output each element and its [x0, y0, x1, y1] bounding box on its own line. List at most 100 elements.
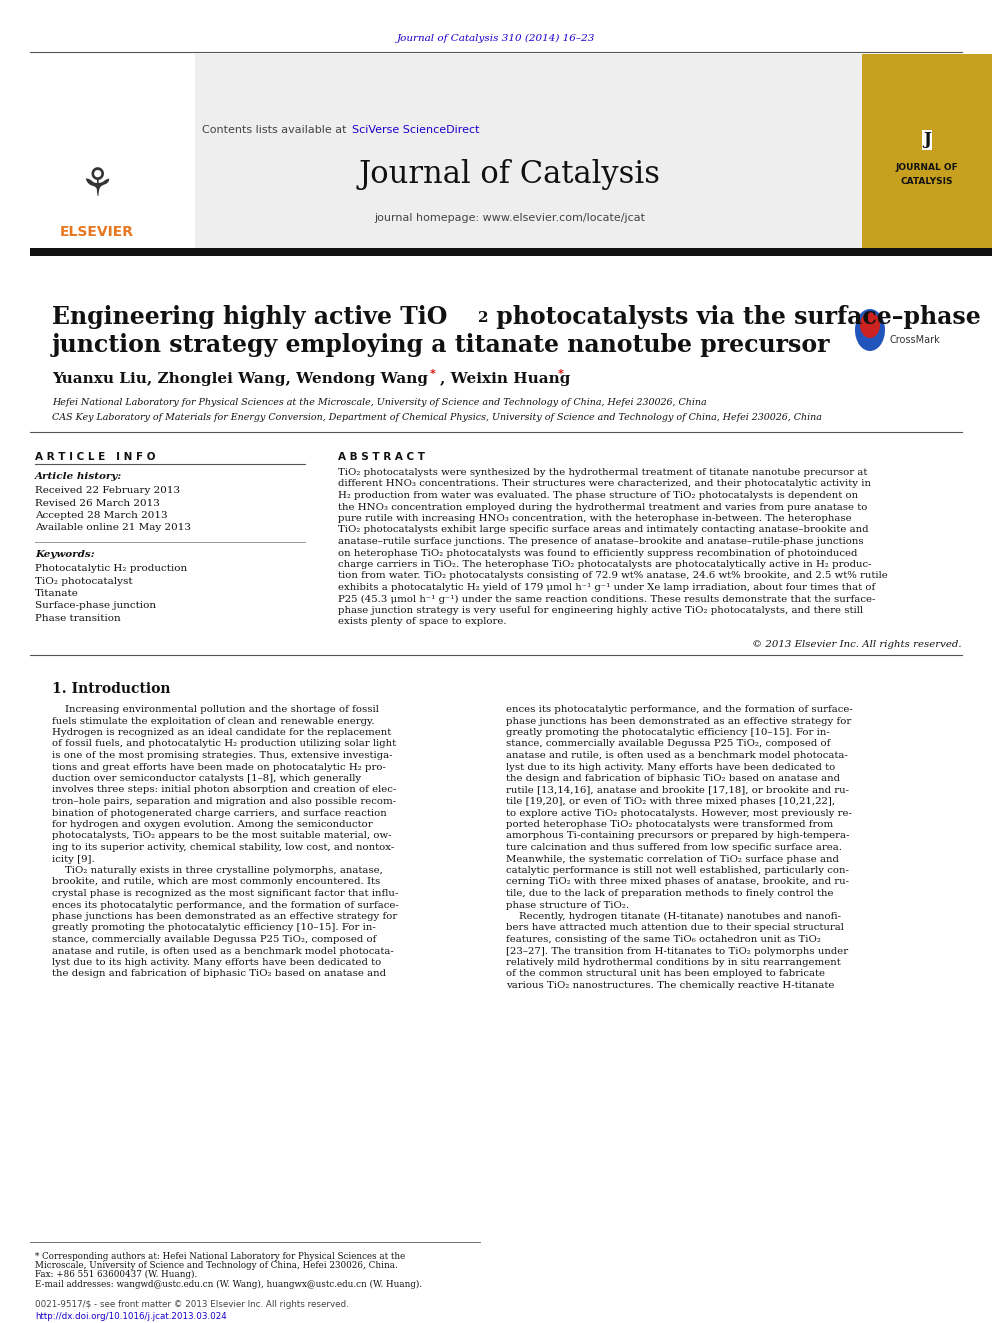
Text: Meanwhile, the systematic correlation of TiO₂ surface phase and: Meanwhile, the systematic correlation of…: [506, 855, 839, 864]
Text: photocatalysts via the surface–phase: photocatalysts via the surface–phase: [488, 306, 981, 329]
Text: Hydrogen is recognized as an ideal candidate for the replacement: Hydrogen is recognized as an ideal candi…: [52, 728, 391, 737]
Text: E-mail addresses: wangwd@ustc.edu.cn (W. Wang), huangwx@ustc.edu.cn (W. Huang).: E-mail addresses: wangwd@ustc.edu.cn (W.…: [35, 1279, 423, 1289]
Text: greatly promoting the photocatalytic efficiency [10–15]. For in-: greatly promoting the photocatalytic eff…: [52, 923, 376, 933]
Text: for hydrogen and oxygen evolution. Among the semiconductor: for hydrogen and oxygen evolution. Among…: [52, 820, 373, 830]
Text: amorphous Ti-containing precursors or prepared by high-tempera-: amorphous Ti-containing precursors or pr…: [506, 831, 849, 840]
Text: of the common structural unit has been employed to fabricate: of the common structural unit has been e…: [506, 970, 825, 979]
Text: Fax: +86 551 63600437 (W. Huang).: Fax: +86 551 63600437 (W. Huang).: [35, 1270, 197, 1279]
Text: catalytic performance is still not well established, particularly con-: catalytic performance is still not well …: [506, 867, 849, 875]
Text: cerning TiO₂ with three mixed phases of anatase, brookite, and ru-: cerning TiO₂ with three mixed phases of …: [506, 877, 849, 886]
Text: [23–27]. The transition from H-titanates to TiO₂ polymorphs under: [23–27]. The transition from H-titanates…: [506, 946, 848, 955]
Text: Phase transition: Phase transition: [35, 614, 121, 623]
Text: ⚘: ⚘: [79, 165, 114, 204]
Text: junction strategy employing a titanate nanotube precursor: junction strategy employing a titanate n…: [52, 333, 830, 357]
Text: ported heterophase TiO₂ photocatalysts were transformed from: ported heterophase TiO₂ photocatalysts w…: [506, 820, 833, 830]
Text: phase junction strategy is very useful for engineering highly active TiO₂ photoc: phase junction strategy is very useful f…: [338, 606, 863, 615]
Text: CAS Key Laboratory of Materials for Energy Conversion, Department of Chemical Ph: CAS Key Laboratory of Materials for Ener…: [52, 413, 822, 422]
Text: lyst due to its high activity. Many efforts have been dedicated to: lyst due to its high activity. Many effo…: [506, 762, 835, 771]
Text: Accepted 28 March 2013: Accepted 28 March 2013: [35, 511, 168, 520]
Text: Contents lists available at: Contents lists available at: [202, 124, 350, 135]
Bar: [862, 54, 992, 247]
Text: Increasing environmental pollution and the shortage of fossil: Increasing environmental pollution and t…: [52, 705, 379, 714]
Text: ing to its superior activity, chemical stability, low cost, and nontox-: ing to its superior activity, chemical s…: [52, 843, 394, 852]
Text: stance, commercially available Degussa P25 TiO₂, composed of: stance, commercially available Degussa P…: [506, 740, 830, 749]
Text: *: *: [430, 368, 435, 378]
Text: pure rutile with increasing HNO₃ concentration, with the heterophase in-between.: pure rutile with increasing HNO₃ concent…: [338, 515, 851, 523]
Text: tions and great efforts have been made on photocatalytic H₂ pro-: tions and great efforts have been made o…: [52, 762, 386, 771]
Ellipse shape: [860, 312, 880, 337]
Text: A R T I C L E   I N F O: A R T I C L E I N F O: [35, 452, 156, 462]
Text: stance, commercially available Degussa P25 TiO₂, composed of: stance, commercially available Degussa P…: [52, 935, 376, 945]
Text: anatase–rutile surface junctions. The presence of anatase–brookite and anatase–r: anatase–rutile surface junctions. The pr…: [338, 537, 864, 546]
Text: © 2013 Elsevier Inc. All rights reserved.: © 2013 Elsevier Inc. All rights reserved…: [752, 640, 962, 650]
Text: Article history:: Article history:: [35, 472, 122, 482]
Text: Available online 21 May 2013: Available online 21 May 2013: [35, 524, 191, 532]
Text: charge carriers in TiO₂. The heterophase TiO₂ photocatalysts are photocatalytica: charge carriers in TiO₂. The heterophase…: [338, 560, 872, 569]
Text: Revised 26 March 2013: Revised 26 March 2013: [35, 499, 160, 508]
Text: brookite, and rutile, which are most commonly encountered. Its: brookite, and rutile, which are most com…: [52, 877, 380, 886]
Text: fuels stimulate the exploitation of clean and renewable energy.: fuels stimulate the exploitation of clea…: [52, 717, 375, 725]
Ellipse shape: [855, 310, 885, 351]
Text: involves three steps: initial photon absorption and creation of elec-: involves three steps: initial photon abs…: [52, 786, 396, 795]
Text: Received 22 February 2013: Received 22 February 2013: [35, 486, 181, 495]
Bar: [30, 54, 862, 247]
Text: ture calcination and thus suffered from low specific surface area.: ture calcination and thus suffered from …: [506, 843, 842, 852]
Text: Microscale, University of Science and Technology of China, Hefei 230026, China.: Microscale, University of Science and Te…: [35, 1261, 398, 1270]
Text: the design and fabrication of biphasic TiO₂ based on anatase and: the design and fabrication of biphasic T…: [52, 970, 386, 979]
Text: lyst due to its high activity. Many efforts have been dedicated to: lyst due to its high activity. Many effo…: [52, 958, 381, 967]
Text: features, consisting of the same TiO₆ octahedron unit as TiO₂: features, consisting of the same TiO₆ oc…: [506, 935, 820, 945]
Text: phase junctions has been demonstrated as an effective strategy for: phase junctions has been demonstrated as…: [52, 912, 397, 921]
Text: CrossMark: CrossMark: [890, 335, 940, 345]
Text: greatly promoting the photocatalytic efficiency [10–15]. For in-: greatly promoting the photocatalytic eff…: [506, 728, 829, 737]
Text: tile [19,20], or even of TiO₂ with three mixed phases [10,21,22],: tile [19,20], or even of TiO₂ with three…: [506, 796, 835, 806]
Text: Surface-phase junction: Surface-phase junction: [35, 602, 156, 610]
Text: ELSEVIER: ELSEVIER: [60, 225, 134, 239]
Text: Journal of Catalysis 310 (2014) 16–23: Journal of Catalysis 310 (2014) 16–23: [397, 33, 595, 42]
Text: Titanate: Titanate: [35, 589, 79, 598]
Text: *: *: [558, 368, 563, 378]
Text: different HNO₃ concentrations. Their structures were characterized, and their ph: different HNO₃ concentrations. Their str…: [338, 479, 871, 488]
Text: the HNO₃ concentration employed during the hydrothermal treatment and varies fro: the HNO₃ concentration employed during t…: [338, 503, 867, 512]
Text: Engineering highly active TiO: Engineering highly active TiO: [52, 306, 447, 329]
Text: ences its photocatalytic performance, and the formation of surface-: ences its photocatalytic performance, an…: [52, 901, 399, 909]
Text: tion from water. TiO₂ photocatalysts consisting of 72.9 wt% anatase, 24.6 wt% br: tion from water. TiO₂ photocatalysts con…: [338, 572, 888, 581]
Text: various TiO₂ nanostructures. The chemically reactive H-titanate: various TiO₂ nanostructures. The chemica…: [506, 980, 834, 990]
Text: TiO₂ naturally exists in three crystalline polymorphs, anatase,: TiO₂ naturally exists in three crystalli…: [52, 867, 383, 875]
Text: exists plenty of space to explore.: exists plenty of space to explore.: [338, 618, 507, 627]
Bar: [30, 247, 992, 255]
Text: Hefei National Laboratory for Physical Sciences at the Microscale, University of: Hefei National Laboratory for Physical S…: [52, 398, 706, 407]
Text: SciVerse ScienceDirect: SciVerse ScienceDirect: [352, 124, 479, 135]
Text: bers have attracted much attention due to their special structural: bers have attracted much attention due t…: [506, 923, 844, 933]
Text: Recently, hydrogen titanate (H-titanate) nanotubes and nanofi-: Recently, hydrogen titanate (H-titanate)…: [506, 912, 841, 921]
Text: 1. Introduction: 1. Introduction: [52, 681, 171, 696]
Text: TiO₂ photocatalyst: TiO₂ photocatalyst: [35, 577, 133, 586]
Text: http://dx.doi.org/10.1016/j.jcat.2013.03.024: http://dx.doi.org/10.1016/j.jcat.2013.03…: [35, 1312, 227, 1320]
Text: photocatalysts, TiO₂ appears to be the most suitable material, ow-: photocatalysts, TiO₂ appears to be the m…: [52, 831, 392, 840]
Text: Photocatalytic H₂ production: Photocatalytic H₂ production: [35, 564, 187, 573]
Text: is one of the most promising strategies. Thus, extensive investiga-: is one of the most promising strategies.…: [52, 751, 393, 759]
Text: the design and fabrication of biphasic TiO₂ based on anatase and: the design and fabrication of biphasic T…: [506, 774, 840, 783]
Text: tile, due to the lack of preparation methods to finely control the: tile, due to the lack of preparation met…: [506, 889, 833, 898]
Text: journal homepage: www.elsevier.com/locate/jcat: journal homepage: www.elsevier.com/locat…: [375, 213, 646, 224]
Text: TiO₂ photocatalysts were synthesized by the hydrothermal treatment of titanate n: TiO₂ photocatalysts were synthesized by …: [338, 468, 867, 478]
Text: tron–hole pairs, separation and migration and also possible recom-: tron–hole pairs, separation and migratio…: [52, 796, 396, 806]
Text: JOURNAL OF: JOURNAL OF: [896, 164, 958, 172]
Text: Keywords:: Keywords:: [35, 550, 94, 560]
Text: * Corresponding authors at: Hefei National Laboratory for Physical Sciences at t: * Corresponding authors at: Hefei Nation…: [35, 1252, 406, 1261]
Text: anatase and rutile, is often used as a benchmark model photocata-: anatase and rutile, is often used as a b…: [52, 946, 394, 955]
Text: icity [9].: icity [9].: [52, 855, 95, 864]
Text: exhibits a photocatalytic H₂ yield of 179 μmol h⁻¹ g⁻¹ under Xe lamp irradiation: exhibits a photocatalytic H₂ yield of 17…: [338, 583, 875, 591]
Text: bination of photogenerated charge carriers, and surface reaction: bination of photogenerated charge carrie…: [52, 808, 387, 818]
Text: duction over semiconductor catalysts [1–8], which generally: duction over semiconductor catalysts [1–…: [52, 774, 361, 783]
Text: H₂ production from water was evaluated. The phase structure of TiO₂ photocatalys: H₂ production from water was evaluated. …: [338, 491, 858, 500]
Text: ences its photocatalytic performance, and the formation of surface-: ences its photocatalytic performance, an…: [506, 705, 853, 714]
Text: crystal phase is recognized as the most significant factor that influ-: crystal phase is recognized as the most …: [52, 889, 398, 898]
Text: J: J: [924, 131, 930, 148]
Text: P25 (45.3 μmol h⁻¹ g⁻¹) under the same reaction conditions. These results demons: P25 (45.3 μmol h⁻¹ g⁻¹) under the same r…: [338, 594, 875, 603]
Text: A B S T R A C T: A B S T R A C T: [338, 452, 425, 462]
Text: to explore active TiO₂ photocatalysts. However, most previously re-: to explore active TiO₂ photocatalysts. H…: [506, 808, 852, 818]
Text: phase structure of TiO₂.: phase structure of TiO₂.: [506, 901, 629, 909]
Bar: [30, 54, 195, 247]
Text: 2: 2: [478, 311, 488, 325]
Text: , Weixin Huang: , Weixin Huang: [440, 372, 570, 386]
